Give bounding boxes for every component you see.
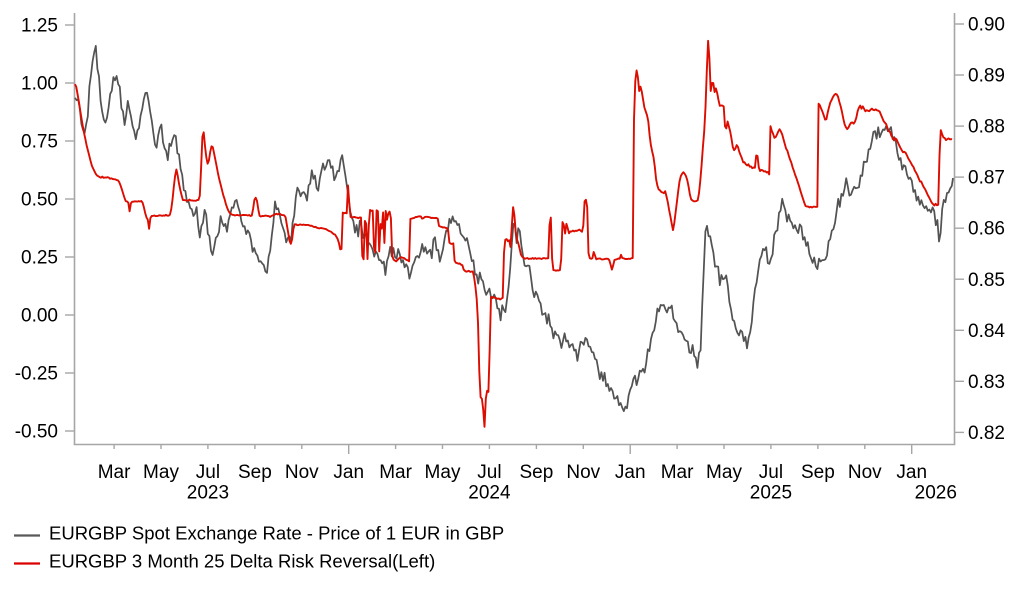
svg-text:Nov: Nov (566, 462, 600, 483)
svg-text:Mar: Mar (379, 462, 412, 483)
svg-text:May: May (143, 462, 179, 483)
svg-text:-0.25: -0.25 (15, 364, 58, 385)
svg-text:Nov: Nov (285, 462, 319, 483)
svg-text:EURGBP 3 Month 25 Delta Risk R: EURGBP 3 Month 25 Delta Risk Reversal(Le… (49, 551, 435, 572)
svg-text:Jan: Jan (896, 462, 927, 483)
svg-text:0.89: 0.89 (968, 66, 1005, 87)
svg-text:May: May (706, 462, 742, 483)
svg-text:Jul: Jul (477, 462, 501, 483)
svg-text:0.83: 0.83 (968, 372, 1005, 393)
svg-text:0.84: 0.84 (968, 321, 1005, 342)
svg-text:0.87: 0.87 (968, 168, 1005, 189)
svg-text:1.00: 1.00 (21, 74, 58, 95)
svg-text:Mar: Mar (661, 462, 694, 483)
svg-text:Jul: Jul (759, 462, 783, 483)
svg-text:Mar: Mar (98, 462, 131, 483)
svg-text:Sep: Sep (801, 462, 835, 483)
svg-text:EURGBP Spot Exchange Rate - Pr: EURGBP Spot Exchange Rate - Price of 1 E… (49, 523, 504, 544)
svg-text:Nov: Nov (848, 462, 882, 483)
svg-text:2026: 2026 (915, 483, 957, 504)
svg-text:0.90: 0.90 (968, 15, 1005, 36)
svg-text:0.82: 0.82 (968, 423, 1005, 444)
svg-text:2023: 2023 (187, 483, 229, 504)
svg-text:0.85: 0.85 (968, 270, 1005, 291)
svg-text:-0.50: -0.50 (15, 422, 58, 443)
svg-text:0.00: 0.00 (21, 306, 58, 327)
svg-text:0.25: 0.25 (21, 248, 58, 269)
svg-text:Sep: Sep (519, 462, 553, 483)
svg-text:0.88: 0.88 (968, 117, 1005, 138)
svg-text:Jan: Jan (333, 462, 364, 483)
svg-text:0.75: 0.75 (21, 132, 58, 153)
svg-text:1.25: 1.25 (21, 16, 58, 37)
svg-text:2025: 2025 (750, 483, 792, 504)
svg-text:Jan: Jan (615, 462, 646, 483)
svg-text:Sep: Sep (238, 462, 272, 483)
svg-text:0.50: 0.50 (21, 190, 58, 211)
svg-text:May: May (425, 462, 461, 483)
svg-text:2024: 2024 (468, 483, 511, 504)
svg-text:Jul: Jul (196, 462, 220, 483)
svg-text:0.86: 0.86 (968, 219, 1005, 240)
